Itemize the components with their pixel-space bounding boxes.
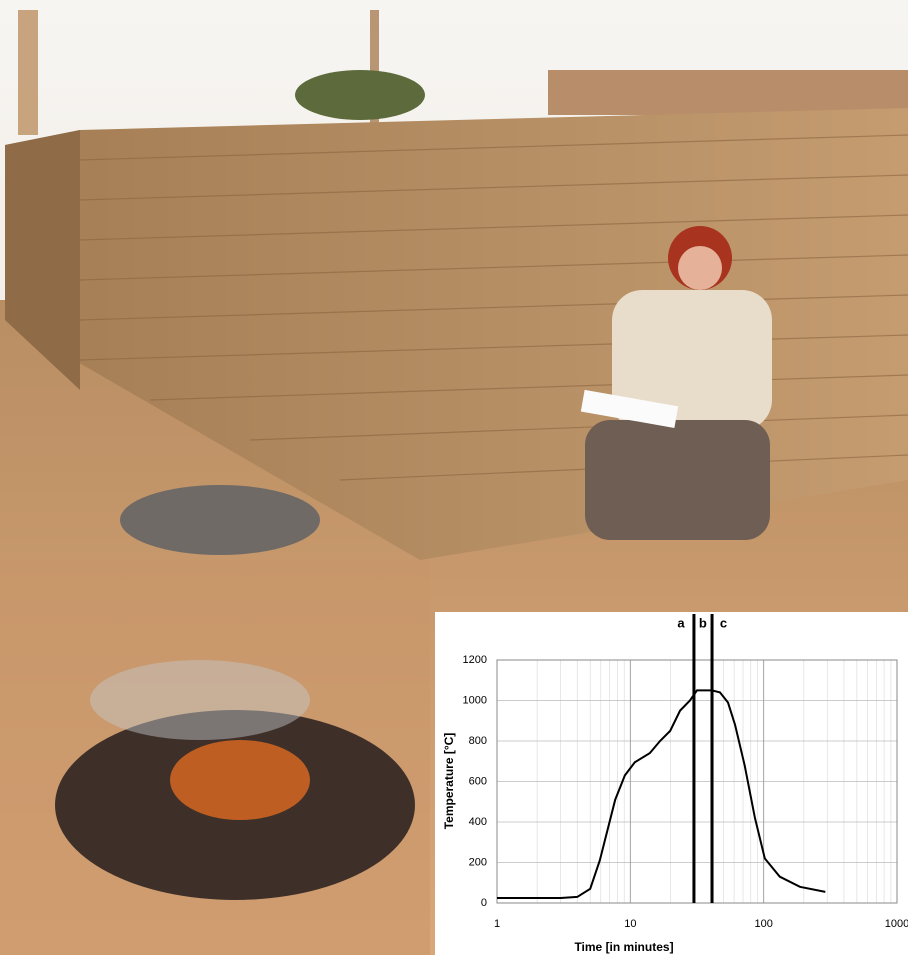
x-tick-label: 1	[494, 918, 500, 930]
x-tick-label: 10	[624, 918, 636, 930]
x-axis-label: Time [in minutes]	[574, 940, 673, 954]
y-tick-label: 1200	[463, 654, 487, 666]
y-tick-label: 200	[469, 856, 487, 868]
y-axis-label: Temperature [°C]	[442, 733, 456, 830]
x-tick-label: 100	[754, 918, 772, 930]
y-tick-label: 1000	[463, 694, 487, 706]
phase-label: b	[699, 615, 707, 630]
y-tick-label: 600	[469, 775, 487, 787]
phase-label: c	[720, 615, 727, 630]
y-tick-label: 0	[481, 897, 487, 909]
y-tick-label: 800	[469, 735, 487, 747]
x-tick-label: 1000	[885, 918, 908, 930]
figure: 0 200 400 600 800 1000 1200 1 10 100 1000 abc Time …	[0, 0, 908, 955]
y-tick-label: 400	[469, 816, 487, 828]
phase-label: a	[677, 615, 685, 630]
chart-panel	[435, 612, 908, 955]
